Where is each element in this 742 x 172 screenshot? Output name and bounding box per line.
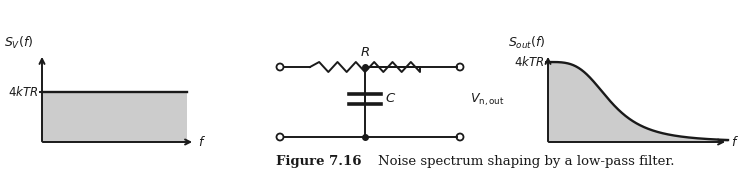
Text: $4kTR$: $4kTR$	[8, 85, 39, 99]
Polygon shape	[42, 92, 187, 142]
Text: Figure 7.16: Figure 7.16	[275, 154, 361, 168]
Polygon shape	[548, 62, 728, 142]
Text: $C$: $C$	[385, 93, 396, 105]
Text: $R$: $R$	[360, 46, 370, 59]
Text: $S_V(f)$: $S_V(f)$	[4, 35, 33, 51]
Text: $V_{\mathrm{n,out}}$: $V_{\mathrm{n,out}}$	[470, 92, 505, 108]
Text: $S_{out}(f)$: $S_{out}(f)$	[508, 35, 545, 51]
Text: $4kTR$: $4kTR$	[514, 55, 545, 69]
Text: $f$: $f$	[731, 135, 739, 149]
Text: Noise spectrum shaping by a low-pass filter.: Noise spectrum shaping by a low-pass fil…	[361, 154, 674, 168]
Text: $f$: $f$	[198, 135, 206, 149]
